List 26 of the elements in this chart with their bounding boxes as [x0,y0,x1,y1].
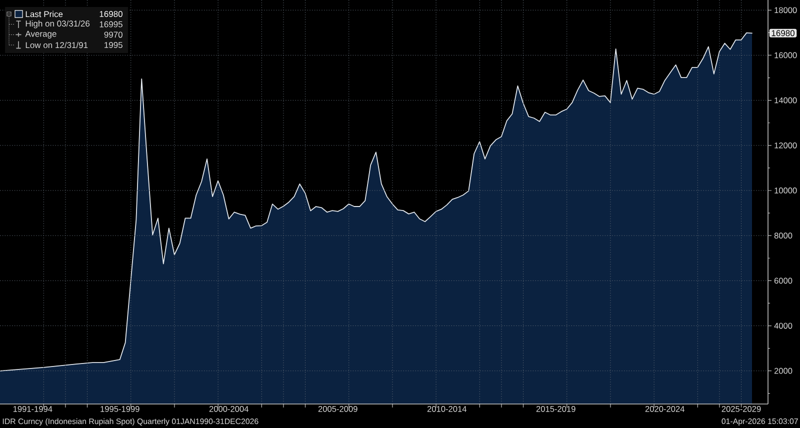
x-tick-label: 2020-2024 [645,406,684,412]
x-tick-label: 2025-2029 [722,406,761,412]
annotation: Average [25,30,56,39]
y-tick-label: 10000 [774,188,797,194]
y-tick-label: 8000 [774,232,792,239]
x-tick-label: 2015-2019 [536,406,576,412]
y-tick-label: 12000 [774,142,797,148]
annotation: 9970 [104,32,122,38]
annotation: 16995 [100,21,122,28]
y-tick-label: 16000 [774,52,797,58]
annotation: High on 03/31/26 [26,20,90,28]
annotation: 16980 [100,10,122,18]
y-tick-label: 2000 [774,368,792,374]
y-tick-label: 14000 [774,97,797,104]
x-tick-label: 1991-1994 [13,406,52,412]
text: Last Price [26,10,63,18]
x-tick-label: 2005-2009 [318,406,358,412]
y-tick-label: 4000 [774,322,792,329]
x-tick-label: 2010-2014 [427,406,466,412]
annotation: Low on 12/31/91 [26,42,88,48]
annotation: 16980 [772,30,794,36]
x-tick-label: 1995-1999 [100,406,140,412]
annotation: 1995 [104,42,122,48]
x-tick-label: 2000-2004 [209,406,248,412]
y-tick-label: 18000 [774,7,797,14]
y-tick-label: 6000 [774,278,792,284]
